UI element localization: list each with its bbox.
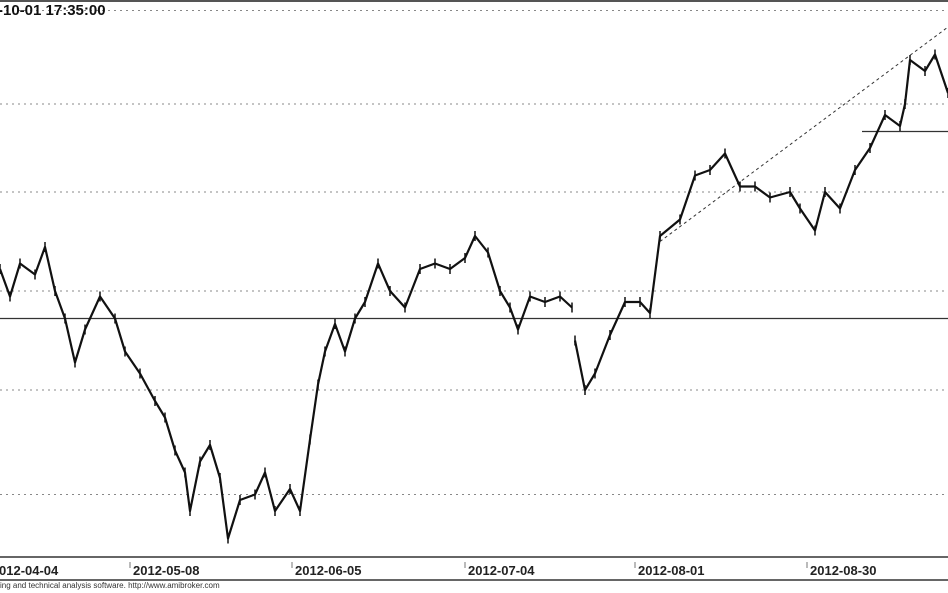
- x-tick-label: 2012-08-01: [638, 563, 705, 578]
- trendline-group: [659, 26, 948, 242]
- series-group: [0, 49, 948, 544]
- x-ticks: [129, 562, 808, 568]
- x-tick-label: 2012-05-08: [133, 563, 200, 578]
- gridlines: [0, 10, 948, 495]
- x-tick-label: 012-04-04: [0, 563, 59, 578]
- footer-credit: ing and technical analysis software. htt…: [0, 581, 220, 590]
- timestamp: -10-01 17:35:00: [0, 2, 106, 19]
- x-tick-label: 2012-07-04: [468, 563, 535, 578]
- x-tick-label: 2012-08-30: [810, 563, 877, 578]
- x-tick-label: 2012-06-05: [295, 563, 362, 578]
- price-line: [0, 53, 948, 540]
- horizontal-lines: [0, 130, 948, 320]
- trendline: [659, 26, 948, 242]
